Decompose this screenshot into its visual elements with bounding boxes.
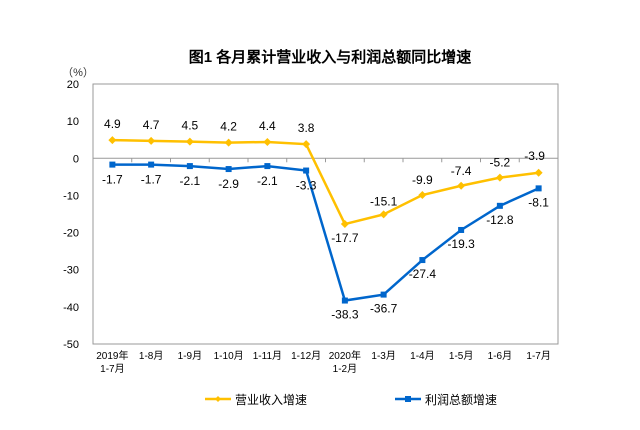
data-label: -15.1	[370, 194, 398, 208]
x-tick-label: 1-10月	[214, 350, 244, 362]
x-tick-label: 2020年	[329, 349, 361, 362]
data-point-marker	[264, 163, 271, 170]
plot-area-border	[92, 83, 559, 345]
data-label: -12.8	[486, 213, 514, 227]
data-label: -8.1	[528, 195, 549, 209]
data-point-marker	[380, 291, 387, 298]
data-label: -2.9	[218, 177, 239, 191]
data-label: 4.5	[182, 119, 199, 133]
legend-label: 营业收入增速	[235, 393, 307, 407]
data-label: -36.7	[370, 302, 398, 316]
y-tick-label: -20	[63, 228, 79, 240]
series-line-1	[112, 138, 539, 226]
data-point-marker	[147, 136, 156, 145]
y-tick-label: 20	[67, 79, 79, 91]
data-point-marker	[340, 220, 349, 229]
data-label: -38.3	[331, 308, 359, 322]
data-point-marker	[224, 138, 233, 147]
legend-marker	[215, 396, 221, 402]
x-tick-label: 1-5月	[449, 350, 473, 362]
data-point-marker	[535, 185, 542, 192]
series-line-2	[112, 163, 540, 302]
data-label: -5.2	[490, 156, 511, 170]
data-point-marker	[302, 140, 311, 149]
data-point-marker	[496, 202, 503, 209]
y-tick-label: -10	[63, 190, 79, 202]
x-tick-label: 1-2月	[333, 363, 357, 375]
data-label: 4.2	[220, 120, 237, 134]
legend-label: 利润总额增速	[425, 393, 497, 407]
data-point-marker	[225, 166, 232, 173]
x-tick-label: 1-6月	[488, 350, 512, 362]
data-point-marker	[303, 167, 310, 174]
data-label: -17.7	[331, 231, 359, 245]
data-label: -7.4	[451, 164, 472, 178]
data-label: -19.3	[447, 237, 475, 251]
legend-marker	[405, 396, 411, 402]
data-label: -2.1	[257, 174, 278, 188]
data-point-marker	[418, 191, 427, 200]
x-tick-label: 1-8月	[139, 350, 163, 362]
y-tick-label: -30	[63, 265, 79, 277]
y-tick-label: -40	[63, 302, 79, 314]
data-point-marker	[263, 137, 272, 146]
data-point-marker	[108, 136, 117, 145]
data-point-marker	[457, 181, 466, 190]
data-point-marker	[458, 226, 465, 233]
data-point-marker	[185, 137, 194, 146]
data-label: -9.9	[412, 173, 433, 187]
data-point-marker	[148, 161, 155, 168]
x-tick-label: 1-4月	[410, 350, 434, 362]
x-tick-label: 1-3月	[371, 350, 395, 362]
data-point-marker	[379, 210, 388, 219]
data-point-marker	[186, 163, 193, 170]
x-tick-label: 1-7月	[526, 350, 550, 362]
data-point-marker	[109, 161, 116, 168]
data-label: 4.7	[143, 118, 160, 132]
data-label: 4.9	[104, 117, 121, 131]
y-tick-label: -50	[63, 339, 79, 351]
data-label: 4.4	[259, 119, 276, 133]
data-label: -1.7	[141, 173, 162, 187]
data-label: 3.8	[298, 121, 315, 135]
data-point-marker	[419, 257, 426, 264]
data-label: -3.3	[296, 179, 317, 193]
data-point-marker	[495, 173, 504, 182]
data-label: -27.4	[409, 267, 437, 281]
y-tick-label: 10	[67, 116, 79, 128]
x-tick-label: 1-12月	[291, 350, 321, 362]
y-axis-unit: （%）	[62, 66, 94, 79]
x-tick-label: 2019年	[96, 349, 128, 362]
data-label: -1.7	[102, 173, 123, 187]
data-point-marker	[341, 297, 348, 304]
x-tick-label: 1-7月	[100, 363, 124, 375]
data-point-marker	[534, 168, 543, 177]
x-tick-label: 1-9月	[178, 350, 202, 362]
data-label: -3.9	[524, 149, 545, 163]
chart-title: 图1 各月累计营业收入与利润总额同比增速	[189, 48, 472, 66]
data-label: -2.1	[180, 174, 201, 188]
y-tick-label: 0	[73, 153, 79, 165]
x-tick-label: 1-11月	[253, 350, 282, 362]
